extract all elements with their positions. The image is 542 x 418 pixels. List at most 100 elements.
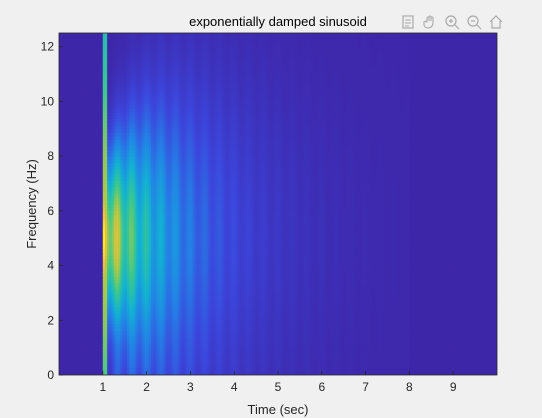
heatmap-cell [69, 173, 73, 178]
heatmap-cell [76, 221, 80, 226]
heatmap-cell [72, 327, 75, 332]
heatmap-cell [63, 33, 67, 38]
heatmap-cell [59, 316, 62, 321]
heatmap-cell [69, 50, 73, 55]
heatmap-cell [63, 224, 67, 229]
heatmap-cell [67, 56, 71, 61]
heatmap-cell [69, 268, 73, 273]
heatmap-cell [67, 80, 71, 85]
heatmap-cell [74, 306, 78, 311]
heatmap-cell [74, 330, 78, 335]
heatmap-cell [72, 87, 75, 92]
heatmap-cell [65, 50, 69, 55]
heatmap-cell [69, 357, 73, 362]
heatmap-cell [67, 128, 71, 133]
heatmap-cell [61, 354, 64, 359]
heatmap-cell [65, 351, 69, 356]
heatmap-cell [67, 234, 71, 239]
heatmap-cell [74, 357, 78, 362]
spectrogram-image[interactable] [59, 33, 498, 376]
heatmap-cell [63, 36, 67, 41]
heatmap-cell [59, 56, 62, 61]
heatmap-cell [63, 108, 67, 113]
heatmap-cell [59, 344, 62, 349]
heatmap-cell [63, 207, 67, 212]
heatmap-cell [67, 67, 71, 72]
heatmap-cell [65, 214, 69, 219]
heatmap-cell [78, 241, 82, 246]
heatmap-cell [61, 330, 64, 335]
heatmap-cell [69, 238, 73, 243]
heatmap-cell [76, 292, 80, 297]
heatmap-cell [65, 70, 69, 75]
heatmap-cell [65, 245, 69, 250]
heatmap-cell [78, 371, 82, 375]
heatmap-cell [72, 152, 75, 157]
heatmap-cell [72, 183, 75, 188]
heatmap-cell [59, 97, 62, 102]
heatmap-cell [67, 289, 71, 294]
heatmap-cell [67, 87, 71, 92]
heatmap-cell [65, 258, 69, 263]
heatmap-cell [65, 255, 69, 260]
heatmap-cell [72, 330, 75, 335]
heatmap-cell [72, 94, 75, 99]
heatmap-cell [67, 251, 71, 256]
heatmap-cell [61, 200, 64, 205]
heatmap-cell [63, 313, 67, 318]
heatmap-cell [67, 135, 71, 140]
heatmap-cell [74, 193, 78, 198]
heatmap-cell [63, 241, 67, 246]
heatmap-cell [69, 351, 73, 356]
heatmap-cell [67, 241, 71, 246]
heatmap-cell [61, 87, 64, 92]
heatmap-cell [76, 204, 80, 209]
heatmap-cell [61, 91, 64, 96]
heatmap-cell [69, 108, 73, 113]
heatmap-cell [67, 200, 71, 205]
heatmap-cell [76, 268, 80, 273]
heatmap-cell [65, 296, 69, 301]
heatmap-cell [63, 234, 67, 239]
heatmap-cell [76, 166, 80, 171]
heatmap-cell [74, 265, 78, 270]
heatmap-cell [65, 238, 69, 243]
heatmap-cell [67, 118, 71, 123]
heatmap-cell [74, 70, 78, 75]
heatmap-cell [59, 238, 62, 243]
heatmap-cell [72, 80, 75, 85]
heatmap-cell [61, 227, 64, 232]
heatmap-cell [74, 255, 78, 260]
heatmap-cell [59, 108, 62, 113]
heatmap-cell [61, 289, 64, 294]
heatmap-cell [61, 186, 64, 191]
heatmap-cell [76, 330, 80, 335]
heatmap-cell [67, 94, 71, 99]
heatmap-cell [69, 282, 73, 287]
heatmap-cell [67, 145, 71, 150]
heatmap-cell [65, 142, 69, 147]
heatmap-cell [61, 299, 64, 304]
heatmap-cell [65, 279, 69, 284]
heatmap-cell [72, 125, 75, 130]
heatmap-cell [61, 108, 64, 113]
heatmap-cell [72, 313, 75, 318]
heatmap-cell [63, 121, 67, 126]
heatmap-cell [72, 272, 75, 277]
heatmap-cell [61, 111, 64, 116]
heatmap-cell [72, 368, 75, 373]
heatmap-cell [72, 354, 75, 359]
heatmap-cell [76, 183, 80, 188]
heatmap-cell [78, 344, 82, 349]
heatmap-cell [65, 193, 69, 198]
heatmap-cell [65, 104, 69, 109]
heatmap-cell [59, 145, 62, 150]
heatmap-cell [59, 221, 62, 226]
heatmap-cell [72, 286, 75, 291]
heatmap-cell [72, 39, 75, 44]
heatmap-cell [78, 180, 82, 185]
heatmap-cell [69, 128, 73, 133]
heatmap-cell [69, 310, 73, 315]
heatmap-cell [61, 310, 64, 315]
heatmap-cell [74, 296, 78, 301]
